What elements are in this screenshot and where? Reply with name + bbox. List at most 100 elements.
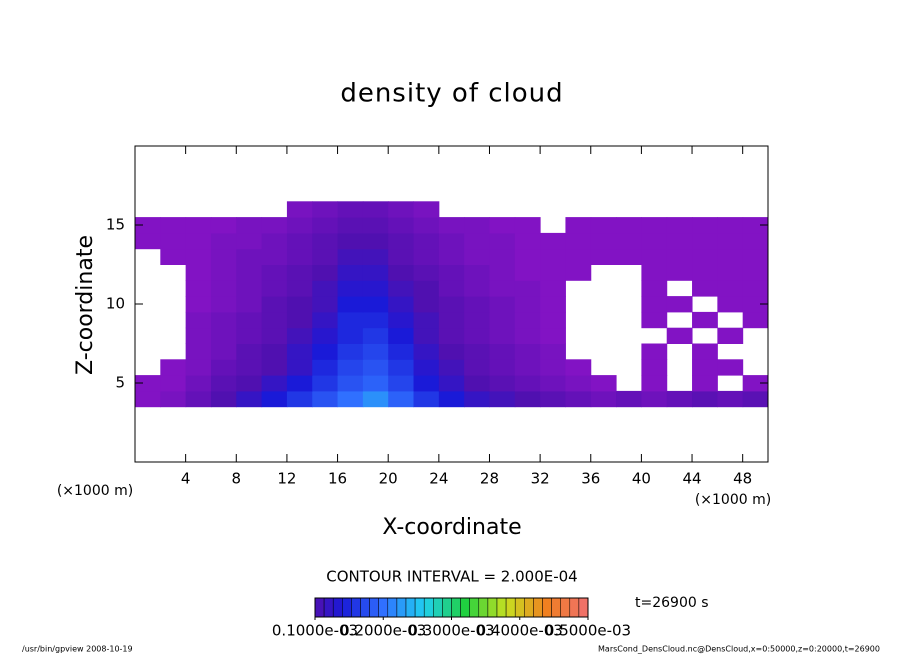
cell bbox=[489, 264, 516, 281]
cell bbox=[514, 375, 541, 392]
cell bbox=[388, 296, 415, 313]
cell bbox=[312, 201, 339, 218]
cell bbox=[666, 264, 693, 281]
cell bbox=[388, 390, 415, 408]
cell bbox=[185, 375, 212, 392]
cell bbox=[413, 280, 440, 297]
cell bbox=[514, 248, 541, 265]
cell bbox=[692, 375, 718, 392]
cell bbox=[210, 359, 237, 376]
cell bbox=[337, 359, 364, 376]
y-unit: (×1000 m) bbox=[57, 483, 133, 499]
cell bbox=[413, 248, 440, 265]
cell bbox=[666, 248, 693, 265]
x-tick-label: 44 bbox=[682, 470, 701, 488]
cell bbox=[286, 311, 313, 329]
cell bbox=[362, 343, 389, 360]
cell bbox=[590, 232, 617, 250]
cell bbox=[312, 232, 339, 250]
x-tick-label: 12 bbox=[277, 470, 296, 488]
cell bbox=[641, 375, 668, 392]
cell bbox=[362, 375, 389, 392]
cell bbox=[514, 296, 541, 313]
cell bbox=[312, 343, 339, 360]
cell bbox=[312, 296, 339, 313]
cell bbox=[337, 375, 364, 392]
cell bbox=[135, 375, 161, 392]
x-unit: (×1000 m) bbox=[695, 492, 771, 508]
colorbar-tick-label: 0.1000e-03 bbox=[272, 622, 358, 640]
cell bbox=[666, 327, 693, 344]
cell bbox=[160, 359, 187, 376]
cell bbox=[565, 264, 592, 281]
cell bbox=[489, 327, 516, 344]
cell bbox=[590, 248, 617, 265]
cell bbox=[337, 343, 364, 360]
colorbar-swatch bbox=[542, 597, 552, 618]
cell bbox=[185, 327, 212, 344]
x-tick-label: 40 bbox=[632, 470, 651, 488]
cell bbox=[210, 248, 237, 265]
cell bbox=[210, 375, 237, 392]
x-tick-label: 48 bbox=[733, 470, 752, 488]
cell bbox=[692, 390, 718, 408]
cell bbox=[236, 327, 263, 344]
cell bbox=[464, 375, 490, 392]
x-tick-label: 16 bbox=[328, 470, 347, 488]
cell bbox=[641, 264, 668, 281]
cell bbox=[717, 217, 744, 234]
cell bbox=[261, 390, 288, 408]
cell bbox=[362, 311, 389, 329]
cell bbox=[489, 343, 516, 360]
cell bbox=[286, 390, 313, 408]
colorbar-swatch bbox=[514, 597, 525, 618]
colorbar-swatch bbox=[460, 597, 470, 618]
cell bbox=[388, 248, 415, 265]
cell bbox=[388, 311, 415, 329]
colorbar-swatch bbox=[487, 597, 498, 618]
colorbar-swatch bbox=[551, 597, 561, 618]
cell bbox=[514, 232, 541, 250]
cell bbox=[261, 359, 288, 376]
cell bbox=[692, 232, 718, 250]
cell bbox=[742, 248, 769, 265]
cell bbox=[210, 217, 237, 234]
cell bbox=[261, 248, 288, 265]
x-tick-label: 4 bbox=[181, 470, 191, 488]
cell bbox=[540, 343, 566, 360]
colorbar-swatch bbox=[578, 597, 589, 618]
colorbar-tick-label: 0.4000e-03 bbox=[477, 622, 563, 640]
cell bbox=[286, 217, 313, 234]
cell bbox=[261, 264, 288, 281]
cell bbox=[565, 375, 592, 392]
cell bbox=[185, 280, 212, 297]
cell bbox=[717, 232, 744, 250]
cell bbox=[261, 343, 288, 360]
cell bbox=[641, 311, 668, 329]
cell bbox=[616, 232, 642, 250]
cell bbox=[565, 217, 592, 234]
cell bbox=[742, 217, 769, 234]
cell bbox=[388, 343, 415, 360]
colorbar-swatch bbox=[569, 597, 580, 618]
cell bbox=[388, 217, 415, 234]
colorbar-swatch bbox=[360, 597, 370, 618]
colorbar-swatch bbox=[524, 597, 534, 618]
colorbar-swatch bbox=[414, 597, 425, 618]
colorbar-swatch bbox=[369, 597, 379, 618]
cell bbox=[286, 359, 313, 376]
cell bbox=[210, 280, 237, 297]
cell bbox=[540, 296, 566, 313]
cell bbox=[286, 343, 313, 360]
cell bbox=[540, 359, 566, 376]
cell bbox=[438, 343, 465, 360]
colorbar-swatch bbox=[423, 597, 434, 618]
cell bbox=[489, 232, 516, 250]
x-tick-label: 32 bbox=[531, 470, 550, 488]
cell bbox=[362, 296, 389, 313]
cell bbox=[286, 201, 313, 218]
cell bbox=[236, 264, 263, 281]
cell bbox=[362, 217, 389, 234]
cell bbox=[185, 311, 212, 329]
cell bbox=[666, 390, 693, 408]
